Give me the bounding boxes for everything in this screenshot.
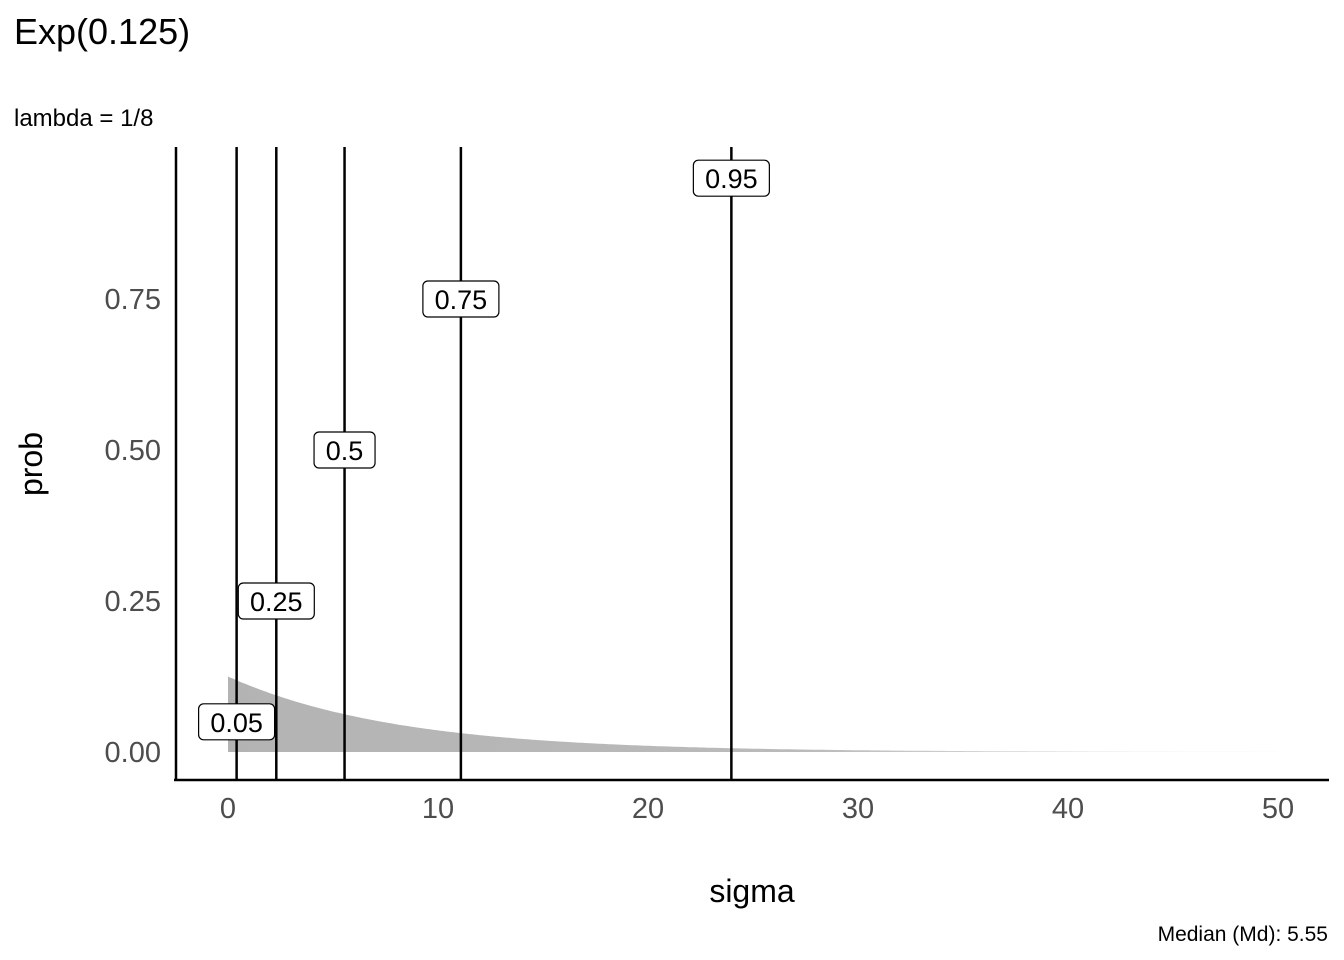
density-area — [228, 676, 1278, 752]
y-axis-title: prob — [13, 432, 49, 496]
quantile-label-text: 0.95 — [705, 164, 758, 194]
quantile-label-box — [313, 431, 376, 469]
quantile-label-text: 0.05 — [210, 708, 263, 738]
quantile-label-box — [198, 703, 276, 741]
chart-caption: Median (Md): 5.55 — [1158, 923, 1328, 946]
x-tick-label: 50 — [1262, 793, 1294, 825]
chart-subtitle: lambda = 1/8 — [14, 105, 153, 132]
y-tick-label: 0.75 — [105, 284, 161, 316]
y-tick-label: 0.50 — [105, 435, 161, 467]
quantile-label: 0.95 — [692, 159, 770, 197]
x-tick-label: 30 — [842, 793, 874, 825]
quantile-label-text: 0.75 — [435, 285, 488, 315]
y-tick-label: 0.25 — [105, 586, 161, 618]
quantile-label: 0.75 — [422, 280, 500, 318]
y-tick-label: 0.00 — [105, 737, 161, 769]
x-tick-label: 40 — [1052, 793, 1084, 825]
quantile-label: 0.05 — [198, 703, 276, 741]
x-tick-label: 20 — [632, 793, 664, 825]
quantile-label-text: 0.25 — [250, 587, 303, 617]
x-tick-label: 0 — [220, 793, 236, 825]
chart-title: Exp(0.125) — [14, 11, 190, 52]
plot-area: 0.05 0.25 0.5 0.75 0.95 — [198, 147, 1278, 780]
quantile-label: 0.5 — [313, 431, 376, 469]
quantile-label-text: 0.5 — [326, 436, 364, 466]
x-tick-labels: 0 10 20 30 40 50 — [220, 793, 1294, 825]
x-tick-label: 10 — [422, 793, 454, 825]
x-axis-title: sigma — [709, 873, 795, 909]
quantile-label-box — [422, 280, 500, 318]
quantile-label-box — [237, 582, 315, 620]
y-tick-labels: 0.00 0.25 0.50 0.75 — [105, 284, 161, 769]
quantile-label-box — [692, 159, 770, 197]
quantile-label: 0.25 — [237, 582, 315, 620]
